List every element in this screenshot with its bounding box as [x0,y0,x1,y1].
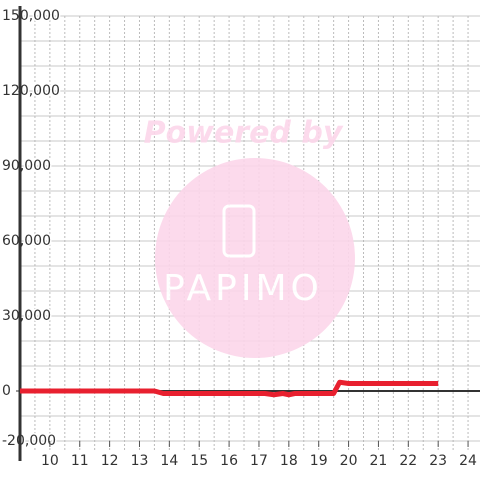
watermark-logo: PAPIMO [163,268,323,309]
y-tick-label: 30,000 [2,308,51,324]
y-tick-label: 60,000 [2,233,51,249]
x-tick-label: 20 [340,453,358,469]
x-tick-label: 23 [429,453,447,469]
x-tick-label: 16 [220,453,238,469]
x-tick-label: 12 [101,453,119,469]
x-tick-label: 15 [190,453,208,469]
x-tick-label: 24 [459,453,477,469]
y-tick-label: 0 [2,383,11,399]
watermark-icon [222,204,256,258]
watermark-circle [155,158,355,358]
y-tick-label: -20,000 [2,433,56,449]
x-tick-label: 17 [250,453,268,469]
y-tick-label: 90,000 [2,158,51,174]
x-tick-label: 22 [399,453,417,469]
y-tick-label: 150,000 [2,8,60,24]
x-tick-label: 19 [310,453,328,469]
data-line [20,379,439,398]
x-tick-label: 11 [71,453,89,469]
y-tick-label: 120,000 [2,83,60,99]
x-tick-label: 13 [131,453,149,469]
x-tick-label: 18 [280,453,298,469]
watermark-text: Powered by [144,116,344,151]
x-tick-label: 10 [41,453,59,469]
x-tick-label: 21 [370,453,388,469]
watermark: Powered by PAPIMO [144,116,355,358]
x-tick-label: 14 [160,453,178,469]
